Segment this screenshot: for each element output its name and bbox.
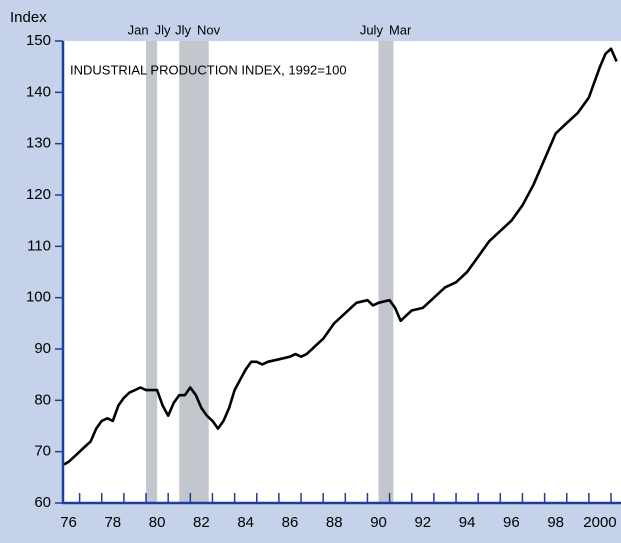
x-tick-label: 90	[370, 514, 387, 531]
x-tick-label: 2000	[583, 514, 616, 531]
recession-band	[146, 41, 158, 503]
y-tick-label: 130	[26, 135, 51, 152]
y-tick-label: 90	[34, 340, 51, 357]
y-tick-label: 60	[34, 494, 51, 511]
y-tick-label: 100	[26, 289, 51, 306]
series-line	[63, 47, 618, 466]
x-tick-label: 80	[149, 514, 166, 531]
x-tick-label: 86	[282, 514, 299, 531]
y-tick-label: 80	[34, 391, 51, 408]
x-tick-label: 98	[547, 514, 564, 531]
recession-start-label: Jan	[128, 22, 149, 37]
recession-band	[179, 41, 209, 503]
recession-start-label: Jly	[175, 22, 191, 37]
y-tick-label: 110	[27, 237, 51, 254]
x-tick-label: 92	[414, 514, 431, 531]
x-tick-label: 82	[193, 514, 210, 531]
annotation: INDUSTRIAL PRODUCTION INDEX, 1992=100	[70, 62, 347, 77]
x-tick-label: 96	[503, 514, 520, 531]
y-tick-label: 150	[26, 32, 51, 49]
y-tick-label: 70	[34, 443, 51, 460]
y-axis-label: Index	[10, 9, 47, 26]
x-tick-label: 78	[104, 514, 121, 531]
x-tick-label: 94	[459, 514, 476, 531]
y-tick-label: 120	[26, 186, 51, 203]
recession-end-label: Mar	[389, 22, 412, 37]
recession-end-label: Nov	[197, 22, 221, 37]
recession-start-label: July	[360, 22, 384, 37]
x-tick-label: 84	[237, 514, 254, 531]
x-tick-label: 76	[60, 514, 77, 531]
recession-end-label: Jly	[155, 22, 171, 37]
recession-band	[378, 41, 394, 503]
x-tick-label: 88	[326, 514, 343, 531]
y-tick-label: 140	[26, 83, 51, 100]
